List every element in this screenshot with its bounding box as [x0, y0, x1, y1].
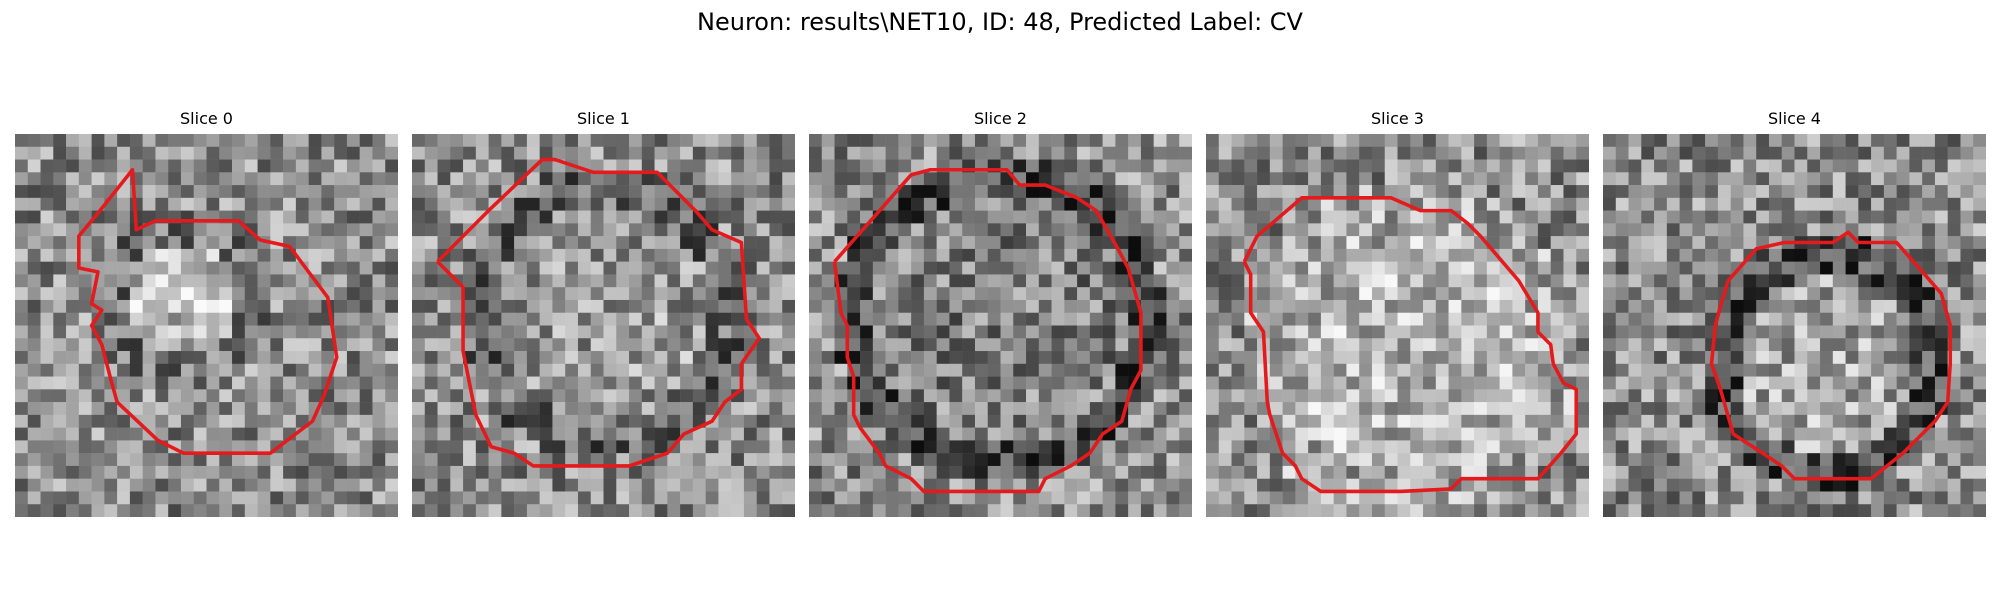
segmentation-contour: [832, 167, 1143, 494]
slice-title: Slice 4: [1768, 109, 1821, 128]
slice-image-4: [1603, 134, 1986, 517]
slice-panel-3: Slice 3: [1206, 108, 1589, 525]
slice-image-0: [15, 134, 398, 517]
slice-panel-2: Slice 2: [809, 108, 1192, 525]
segmentation-contour: [1242, 196, 1579, 494]
slice-panel-4: Slice 4: [1603, 108, 1986, 525]
segmentation-contour: [1709, 230, 1953, 481]
slice-panel-1: Slice 1: [412, 108, 795, 525]
slice-image-2: [809, 134, 1192, 517]
slice-title: Slice 2: [974, 109, 1027, 128]
figure-title: Neuron: results\NET10, ID: 48, Predicted…: [697, 8, 1303, 36]
slice-panel-0: Slice 0: [15, 108, 398, 525]
slice-title: Slice 0: [180, 109, 233, 128]
slice-image-1: [412, 134, 795, 517]
slice-title: Slice 3: [1371, 109, 1424, 128]
segmentation-contour: [436, 157, 762, 468]
slice-image-3: [1206, 134, 1589, 517]
segmentation-contour: [77, 167, 339, 455]
slice-title: Slice 1: [577, 109, 630, 128]
